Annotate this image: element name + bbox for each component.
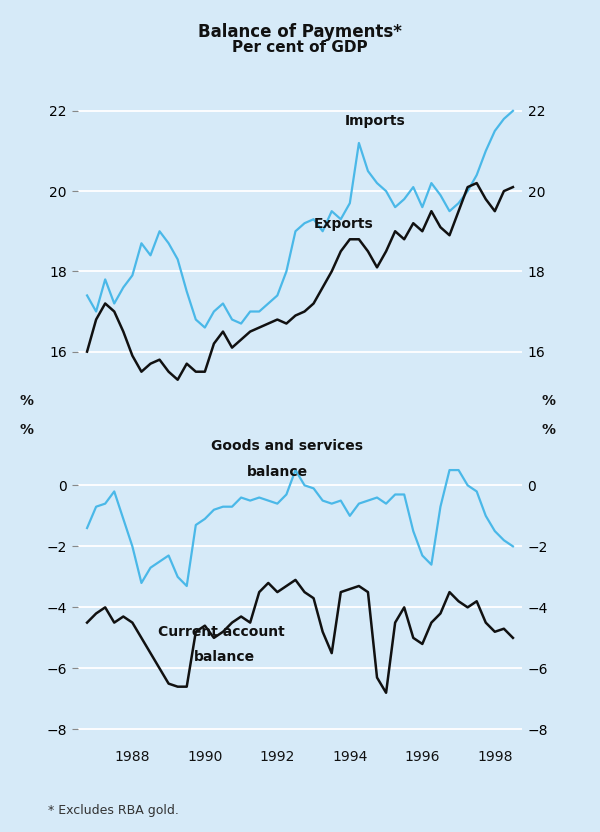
- Text: Per cent of GDP: Per cent of GDP: [232, 40, 368, 55]
- Text: Current account: Current account: [158, 625, 284, 639]
- Text: Goods and services: Goods and services: [211, 439, 363, 453]
- Text: Exports: Exports: [313, 216, 373, 230]
- Text: balance: balance: [247, 464, 308, 478]
- Text: * Excludes RBA gold.: * Excludes RBA gold.: [48, 804, 179, 817]
- Text: %: %: [20, 423, 34, 437]
- Text: Balance of Payments*: Balance of Payments*: [198, 23, 402, 42]
- Text: balance: balance: [193, 651, 254, 665]
- Text: Imports: Imports: [344, 114, 405, 128]
- Text: %: %: [542, 394, 556, 408]
- Text: %: %: [542, 423, 556, 437]
- Text: %: %: [20, 394, 34, 408]
